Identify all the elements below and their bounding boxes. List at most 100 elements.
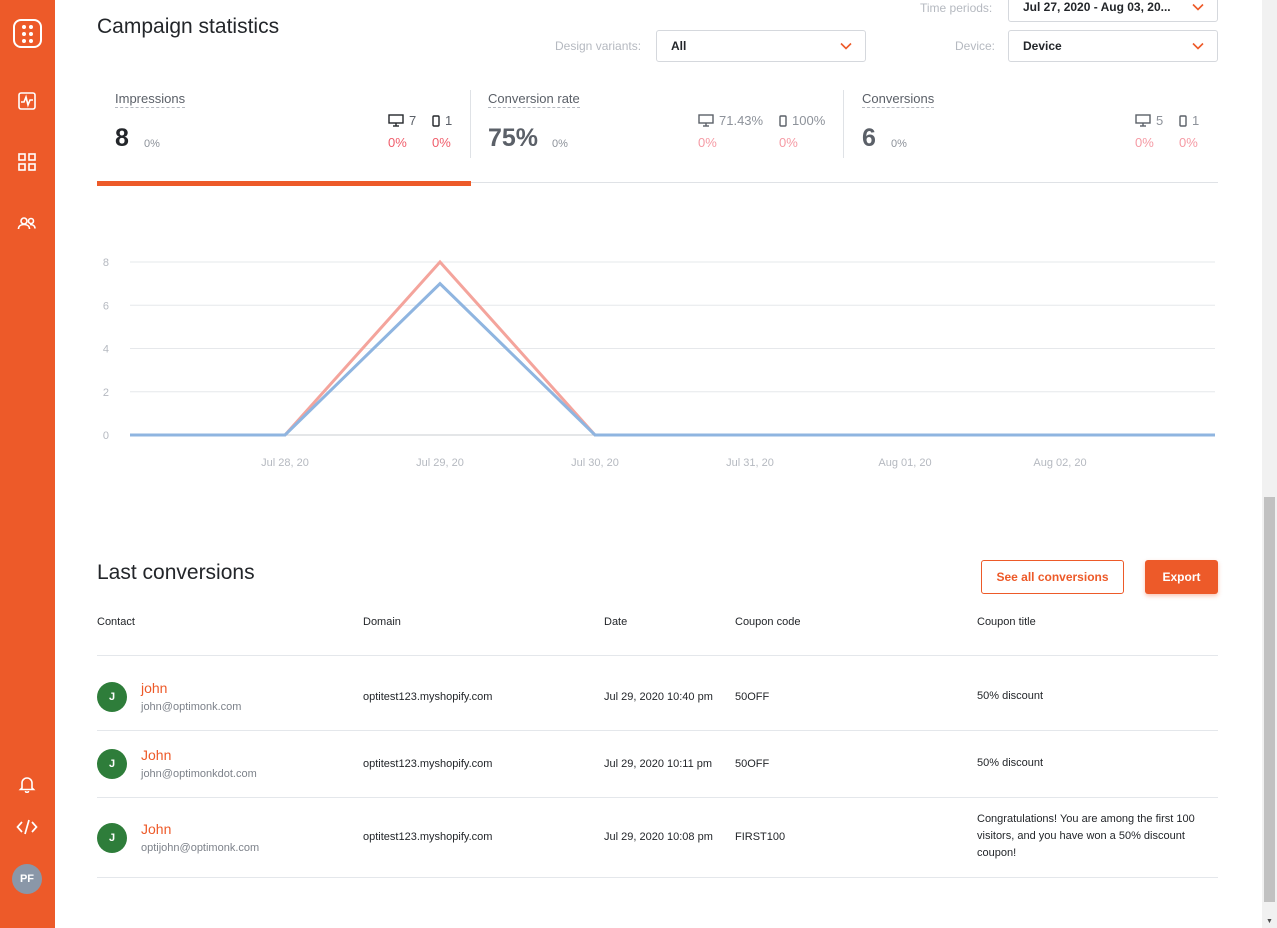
- contact-name[interactable]: John: [141, 821, 172, 837]
- stat-delta: 0%: [144, 138, 160, 150]
- stat-value: 75%: [488, 124, 539, 152]
- time-periods-label: Time periods:: [920, 1, 993, 15]
- table-row[interactable]: J John john@optimonkdot.com optitest123.…: [97, 731, 1218, 797]
- divider: [843, 90, 844, 158]
- column-header-coupon-title[interactable]: Coupon title: [977, 616, 1036, 628]
- device-label: Device:: [955, 39, 996, 53]
- y-tick-label: 6: [103, 300, 109, 312]
- divider: [97, 797, 1218, 798]
- design-variants-value: All: [671, 39, 687, 53]
- mobile-count: 100%: [779, 113, 825, 128]
- domain: optitest123.myshopify.com: [363, 758, 493, 770]
- time-periods-select[interactable]: Jul 27, 2020 - Aug 03, 20...: [1008, 0, 1218, 22]
- coupon-title: Congratulations! You are among the first…: [977, 813, 1195, 859]
- logo-icon[interactable]: [13, 19, 42, 48]
- bell-icon[interactable]: [16, 773, 38, 795]
- contact-avatar: J: [97, 682, 127, 712]
- stat-conversion-rate[interactable]: Conversion rate 75% 0% 71.43% 100% 0% 0%: [488, 90, 828, 152]
- y-tick-label: 8: [103, 257, 109, 269]
- mobile-count: 1: [1179, 113, 1199, 128]
- time-periods-value: Jul 27, 2020 - Aug 03, 20...: [1023, 0, 1171, 14]
- contact-name[interactable]: John: [141, 747, 172, 763]
- see-all-conversions-button[interactable]: See all conversions: [981, 560, 1124, 594]
- coupon-title: 50% discount: [977, 690, 1044, 702]
- table-row[interactable]: J john john@optimonk.com optitest123.mys…: [97, 656, 1218, 730]
- contact-email: optijohn@optimonk.com: [141, 842, 260, 854]
- scrollbar-thumb[interactable]: [1264, 497, 1275, 902]
- scroll-down-arrow-icon[interactable]: ▼: [1266, 917, 1273, 925]
- y-tick-label: 2: [103, 387, 109, 399]
- desktop-icon: [388, 114, 404, 127]
- desktop-delta: 0%: [388, 135, 407, 150]
- contact-email: john@optimonkdot.com: [141, 768, 257, 780]
- desktop-delta: 0%: [698, 135, 717, 150]
- scrollbar[interactable]: ▼: [1262, 0, 1277, 928]
- section-title: Last conversions: [97, 561, 255, 584]
- statistics-chart: 0 2 4 6 8 Jul 28, 20 Jul 29, 20 Jul 30, 20 Jul 3…: [103, 257, 1215, 469]
- stat-value: 8: [115, 124, 129, 152]
- coupon-code: FIRST100: [735, 831, 786, 843]
- stat-label: Impressions: [115, 91, 186, 108]
- sidebar: PF: [0, 0, 55, 928]
- coupon-code: 50OFF: [735, 758, 770, 770]
- stat-label: Conversions: [862, 91, 935, 108]
- desktop-icon: [698, 114, 714, 127]
- stats-tab-underline: [97, 182, 1218, 183]
- mobile-icon: [432, 114, 440, 127]
- divider: [470, 90, 471, 158]
- stat-delta: 0%: [552, 138, 568, 150]
- date: Jul 29, 2020 10:40 pm: [604, 691, 713, 703]
- contact-name[interactable]: john: [141, 680, 168, 696]
- table-row[interactable]: J John optijohn@optimonk.com optitest123…: [97, 798, 1218, 877]
- divider: [97, 730, 1218, 731]
- users-icon[interactable]: [16, 212, 38, 234]
- dashboard-icon[interactable]: [16, 151, 38, 173]
- y-tick-label: 4: [103, 344, 109, 356]
- domain: optitest123.myshopify.com: [363, 831, 493, 843]
- mobile-icon: [779, 114, 787, 127]
- desktop-count: 5: [1135, 113, 1163, 128]
- mobile-count: 1: [432, 113, 452, 128]
- column-header-date[interactable]: Date: [604, 616, 628, 628]
- mobile-delta: 0%: [779, 135, 798, 150]
- device-select[interactable]: Device: [1008, 30, 1218, 62]
- avatar[interactable]: PF: [12, 864, 42, 894]
- desktop-count: 7: [388, 113, 416, 128]
- x-tick-label: Jul 30, 20: [571, 457, 619, 469]
- divider: [97, 655, 1218, 656]
- stat-impressions[interactable]: Impressions 8 0% 7 1 0% 0%: [115, 90, 455, 152]
- stat-label: Conversion rate: [488, 91, 580, 108]
- chevron-down-icon: [1192, 42, 1204, 50]
- stat-conversions[interactable]: Conversions 6 0% 5 1 0% 0%: [862, 90, 1202, 152]
- contact-avatar: J: [97, 749, 127, 779]
- design-variants-select[interactable]: All: [656, 30, 866, 62]
- coupon-code: 50OFF: [735, 691, 770, 703]
- mobile-delta: 0%: [432, 135, 451, 150]
- date: Jul 29, 2020 10:11 pm: [604, 758, 713, 770]
- page-title: Campaign statistics: [97, 15, 280, 38]
- export-button[interactable]: Export: [1145, 560, 1218, 594]
- desktop-count: 71.43%: [698, 113, 763, 128]
- divider: [97, 877, 1218, 878]
- desktop-icon: [1135, 114, 1151, 127]
- mobile-icon: [1179, 114, 1187, 127]
- x-tick-label: Jul 31, 20: [726, 457, 774, 469]
- y-tick-label: 0: [103, 430, 109, 442]
- desktop-delta: 0%: [1135, 135, 1154, 150]
- contact-email: john@optimonk.com: [141, 701, 242, 713]
- code-icon[interactable]: [16, 816, 38, 838]
- date: Jul 29, 2020 10:08 pm: [604, 831, 713, 843]
- chevron-down-icon: [840, 42, 852, 50]
- x-tick-label: Jul 28, 20: [261, 457, 309, 469]
- activity-icon[interactable]: [16, 90, 38, 112]
- domain: optitest123.myshopify.com: [363, 691, 493, 703]
- series-line: [130, 281, 1215, 437]
- column-header-domain[interactable]: Domain: [363, 616, 401, 628]
- contact-avatar: J: [97, 823, 127, 853]
- column-header-coupon-code[interactable]: Coupon code: [735, 616, 801, 628]
- stat-delta: 0%: [891, 138, 907, 150]
- mobile-delta: 0%: [1179, 135, 1198, 150]
- design-variants-label: Design variants:: [555, 39, 642, 53]
- chevron-down-icon: [1192, 3, 1204, 11]
- column-header-contact[interactable]: Contact: [97, 616, 135, 628]
